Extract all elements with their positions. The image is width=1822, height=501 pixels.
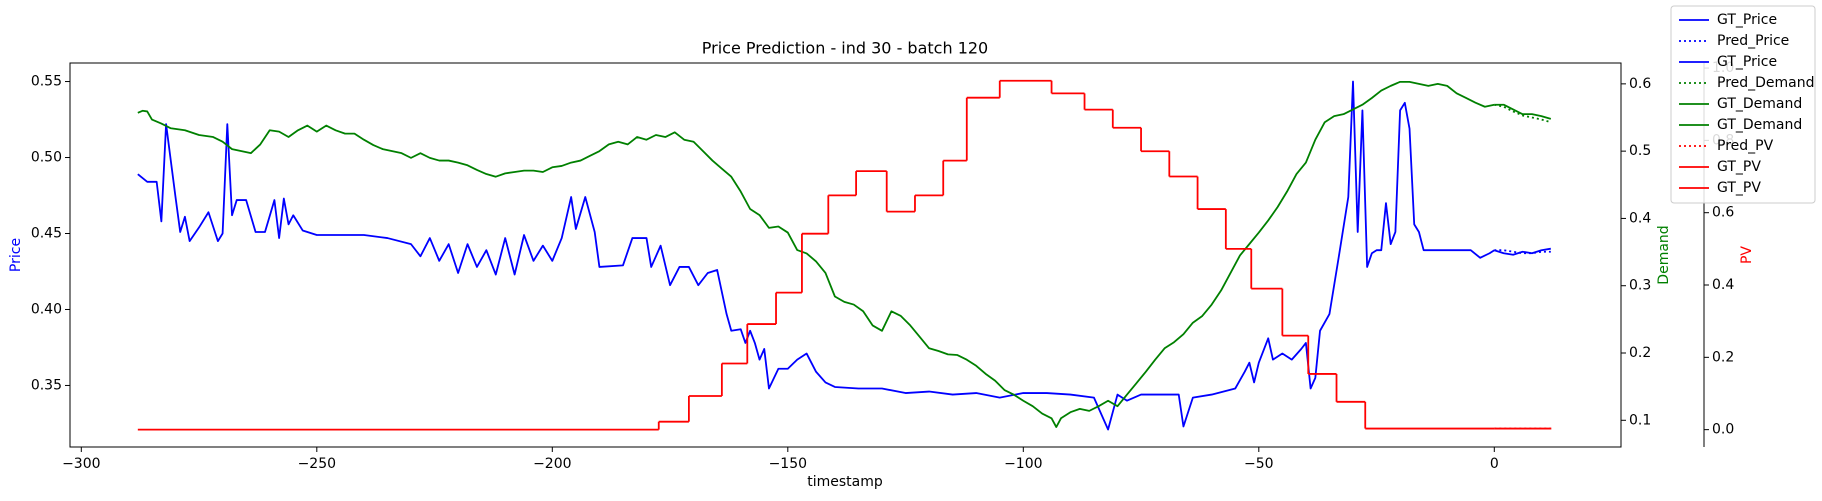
y3ticks-label: 0.4	[1712, 277, 1734, 293]
legend-label: GT_Price	[1717, 12, 1777, 28]
x-tick-label: 0	[1490, 456, 1499, 472]
plot-frame	[69, 62, 1622, 448]
x-tick-label: −50	[1244, 456, 1274, 472]
legend-label: GT_PV	[1717, 159, 1761, 175]
yticks-label: 0.35	[31, 377, 62, 393]
series-line	[137, 80, 1495, 428]
yticks-label: 0.40	[31, 301, 62, 317]
legend-label: GT_PV	[1717, 180, 1761, 196]
x-tick-label: −250	[298, 456, 336, 472]
legend-label: GT_Demand	[1717, 96, 1802, 112]
series-line	[1494, 103, 1552, 120]
y2ticks-label: 0.3	[1629, 278, 1651, 294]
yticks-label: 0.50	[31, 150, 62, 166]
legend-label: Pred_PV	[1717, 138, 1774, 154]
series-line	[1494, 247, 1551, 256]
legend-label: GT_Demand	[1717, 117, 1802, 133]
legend-label: GT_Price	[1717, 54, 1777, 70]
x-tick-label: −100	[1004, 456, 1042, 472]
y2ticks-label: 0.4	[1629, 210, 1651, 226]
y-axis-label: Price	[8, 238, 24, 272]
x-axis-label: timestamp	[807, 474, 883, 490]
x-tick-label: −300	[62, 456, 100, 472]
y2ticks-label: 0.2	[1629, 345, 1651, 361]
y3ticks-label: 0.2	[1712, 349, 1734, 365]
legend-label: Pred_Demand	[1717, 75, 1815, 91]
chart-title: Price Prediction - ind 30 - batch 120	[702, 39, 988, 58]
y2-axis-label: Demand	[1656, 225, 1672, 284]
series-line	[137, 80, 1495, 431]
legend-box	[1670, 5, 1816, 204]
y3ticks-label: 0.6	[1712, 205, 1734, 221]
x-tick-label: −150	[769, 456, 807, 472]
y3-axis-label: PV	[1739, 246, 1755, 264]
yticks-label: 0.45	[31, 225, 62, 241]
series-line	[1494, 103, 1552, 124]
y2ticks-label: 0.6	[1629, 76, 1651, 92]
y2ticks-label: 0.5	[1629, 143, 1651, 159]
x-tick-label: −200	[533, 456, 571, 472]
yticks-label: 0.55	[31, 74, 62, 90]
y2ticks-label: 0.1	[1629, 412, 1651, 428]
y3ticks-label: 0.0	[1712, 422, 1734, 438]
legend-label: Pred_Price	[1717, 33, 1789, 49]
